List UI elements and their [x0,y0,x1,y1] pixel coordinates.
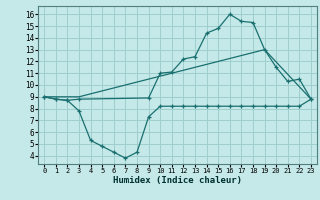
X-axis label: Humidex (Indice chaleur): Humidex (Indice chaleur) [113,176,242,185]
